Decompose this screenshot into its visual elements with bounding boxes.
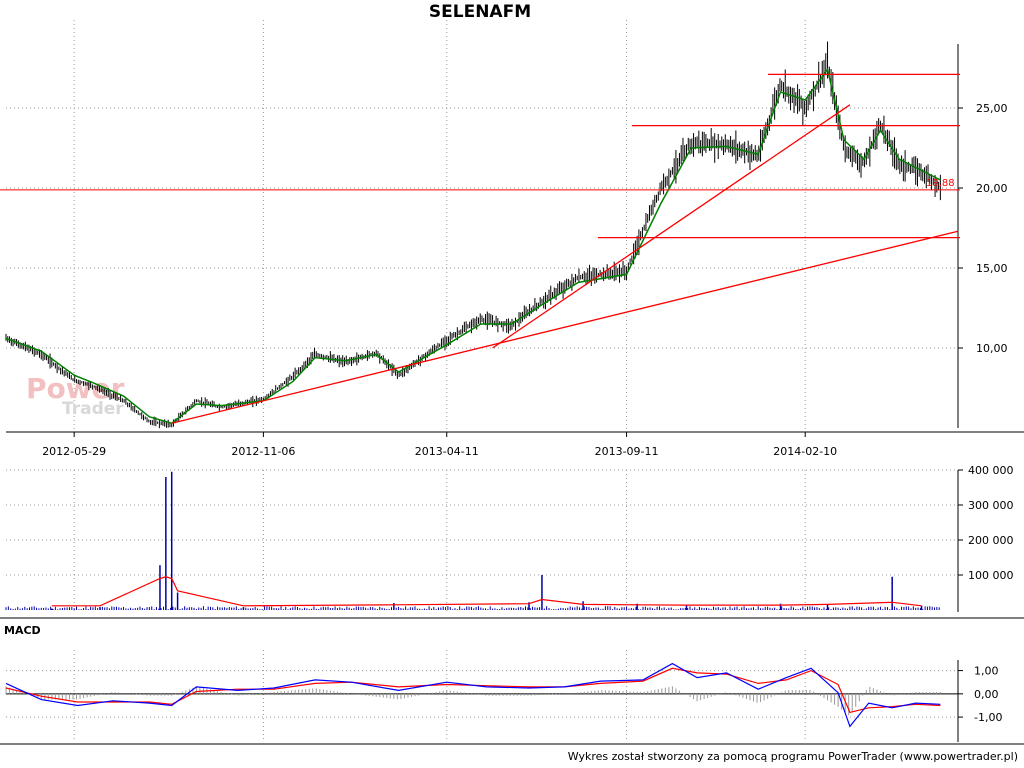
trendline xyxy=(171,230,959,424)
volume-y-tick-label: 300 000 xyxy=(968,499,1014,512)
volume-average-line xyxy=(51,576,922,607)
price-y-tick-label: 15,00 xyxy=(976,262,1008,275)
current-price-label: 19,88 xyxy=(926,178,955,189)
macd-y-tick-label: 0,00 xyxy=(974,688,999,701)
volume-y-tick-label: 200 000 xyxy=(968,534,1014,547)
volume-y-tick-label: 100 000 xyxy=(968,569,1014,582)
moving-average-line xyxy=(5,67,941,425)
trendline xyxy=(492,104,851,349)
macd-y-tick-label: 1,00 xyxy=(974,665,999,678)
volume-y-tick-label: 400 000 xyxy=(968,464,1014,477)
x-tick-label: 2013-09-11 xyxy=(595,445,659,458)
macd-signal-line xyxy=(5,667,941,714)
page-title: SELENAFM xyxy=(428,2,532,22)
macd-line xyxy=(5,662,941,728)
footer-credit: Wykres został stworzony za pomocą progra… xyxy=(567,750,1018,763)
price-bars xyxy=(5,41,941,429)
x-tick-label: 2014-02-10 xyxy=(773,445,837,458)
x-tick-label: 2012-11-06 xyxy=(231,445,295,458)
volume-bars xyxy=(5,606,940,610)
price-y-tick-label: 10,00 xyxy=(976,342,1008,355)
price-y-tick-label: 20,00 xyxy=(976,182,1008,195)
macd-y-tick-label: -1,00 xyxy=(974,711,1002,724)
x-tick-label: 2012-05-29 xyxy=(42,445,106,458)
x-tick-label: 2013-04-11 xyxy=(415,445,479,458)
macd-histogram xyxy=(5,686,941,716)
watermark-trader: Trader xyxy=(62,399,124,419)
macd-label: MACD xyxy=(4,624,41,637)
price-y-tick-label: 25,00 xyxy=(976,102,1008,115)
